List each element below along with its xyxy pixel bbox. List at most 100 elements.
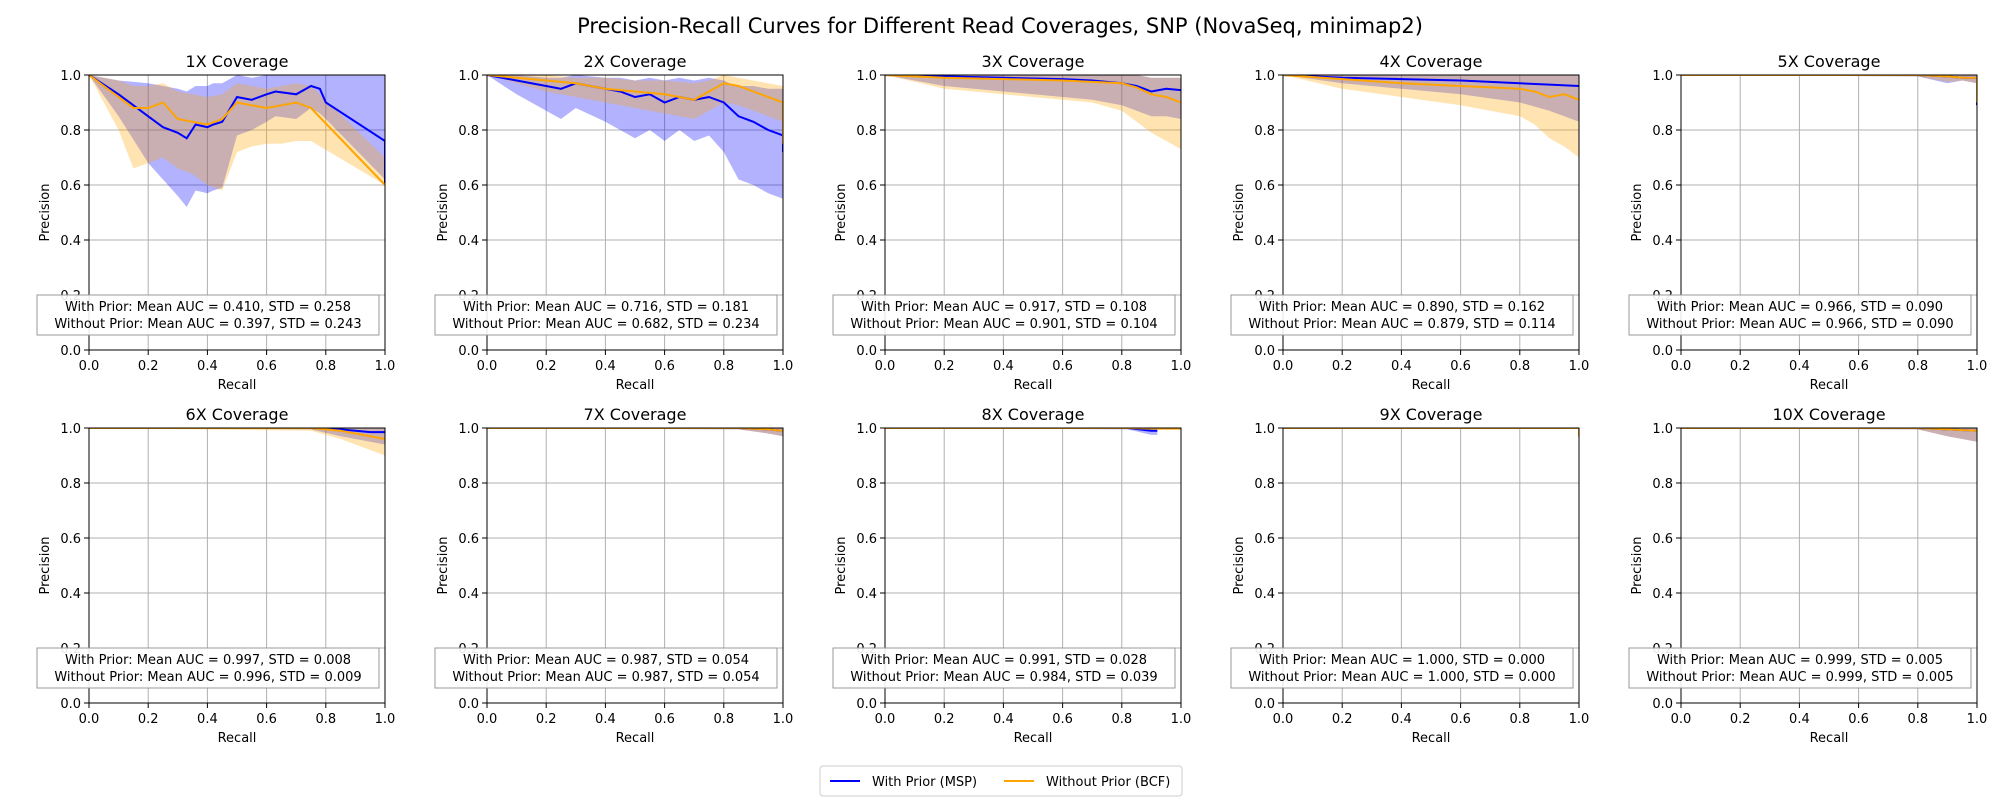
y-tick-label: 1.0 — [856, 422, 877, 437]
y-tick-label: 0.0 — [1652, 344, 1673, 359]
confidence-band-2 — [1681, 428, 1977, 442]
x-tick-label: 0.6 — [256, 359, 277, 374]
subplot-title: 7X Coverage — [584, 405, 687, 424]
y-axis-label: Precision — [1232, 183, 1247, 241]
subplot-6: 0.00.20.40.60.81.00.00.20.40.60.81.06X C… — [36, 405, 396, 746]
y-tick-label: 1.0 — [1652, 69, 1673, 84]
y-axis-label: Precision — [1232, 536, 1247, 594]
x-tick-label: 0.0 — [477, 712, 498, 727]
x-tick-label: 0.2 — [536, 712, 557, 727]
auc-annotation-line: With Prior: Mean AUC = 0.997, STD = 0.00… — [65, 653, 351, 668]
y-tick-label: 0.4 — [856, 234, 877, 249]
x-tick-label: 0.2 — [1332, 359, 1353, 374]
y-tick-label: 0.0 — [856, 344, 877, 359]
x-tick-label: 1.0 — [375, 712, 396, 727]
auc-annotation-line: Without Prior: Mean AUC = 0.999, STD = 0… — [1646, 670, 1953, 685]
auc-annotation-box — [434, 647, 778, 689]
x-tick-label: 0.6 — [1450, 359, 1471, 374]
y-tick-label: 0.6 — [1254, 532, 1275, 547]
series-line-2 — [89, 75, 385, 186]
y-axis-label: Precision — [436, 536, 451, 594]
x-tick-label: 0.8 — [713, 712, 734, 727]
x-tick-label: 0.2 — [138, 712, 159, 727]
axes-frame — [88, 427, 386, 704]
auc-annotation-line: Without Prior: Mean AUC = 0.987, STD = 0… — [452, 670, 759, 685]
x-axis-label: Recall — [218, 731, 257, 746]
auc-annotation-line: Without Prior: Mean AUC = 0.966, STD = 0… — [1646, 317, 1953, 332]
y-tick-label: 0.0 — [1254, 344, 1275, 359]
y-axis-label: Precision — [1630, 183, 1645, 241]
x-tick-label: 0.4 — [1789, 359, 1810, 374]
subplot-title: 2X Coverage — [584, 52, 687, 71]
y-tick-label: 0.4 — [1652, 587, 1673, 602]
x-tick-label: 0.0 — [79, 359, 100, 374]
y-tick-label: 0.6 — [458, 179, 479, 194]
y-tick-label: 1.0 — [1254, 422, 1275, 437]
subplot-title: 5X Coverage — [1778, 52, 1881, 71]
x-tick-label: 0.4 — [197, 359, 218, 374]
y-tick-label: 0.4 — [1254, 587, 1275, 602]
x-axis-label: Recall — [1412, 731, 1451, 746]
confidence-band-1 — [89, 428, 385, 445]
confidence-band-2 — [1283, 75, 1579, 158]
y-tick-label: 0.6 — [1652, 532, 1673, 547]
subplot-title: 9X Coverage — [1380, 405, 1483, 424]
x-axis-label: Recall — [1014, 731, 1053, 746]
auc-annotation-line: With Prior: Mean AUC = 0.716, STD = 0.18… — [463, 300, 749, 315]
y-tick-label: 0.8 — [856, 124, 877, 139]
auc-annotation-line: Without Prior: Mean AUC = 0.879, STD = 0… — [1248, 317, 1555, 332]
subplot-title: 8X Coverage — [982, 405, 1085, 424]
y-tick-label: 0.8 — [60, 477, 81, 492]
x-tick-label: 0.8 — [315, 359, 336, 374]
x-tick-label: 1.0 — [1569, 359, 1590, 374]
y-tick-label: 0.8 — [856, 477, 877, 492]
x-tick-label: 0.8 — [1111, 712, 1132, 727]
x-axis-label: Recall — [1810, 731, 1849, 746]
axes-frame — [884, 427, 1182, 704]
y-tick-label: 1.0 — [1652, 422, 1673, 437]
y-tick-label: 0.6 — [60, 179, 81, 194]
series-line-2 — [1681, 428, 1977, 432]
confidence-band-1 — [1283, 75, 1579, 122]
x-axis-label: Recall — [1412, 378, 1451, 393]
x-tick-label: 0.0 — [875, 712, 896, 727]
x-tick-label: 0.6 — [1052, 359, 1073, 374]
x-tick-label: 1.0 — [773, 359, 794, 374]
series-line-2 — [487, 428, 783, 432]
auc-annotation-box — [1230, 294, 1574, 336]
auc-annotation-line: With Prior: Mean AUC = 0.890, STD = 0.16… — [1259, 300, 1545, 315]
y-tick-label: 0.8 — [60, 124, 81, 139]
y-tick-label: 0.4 — [1652, 234, 1673, 249]
subplot-title: 3X Coverage — [982, 52, 1085, 71]
y-tick-label: 0.8 — [1254, 124, 1275, 139]
x-tick-label: 0.2 — [138, 359, 159, 374]
x-tick-label: 0.6 — [1052, 712, 1073, 727]
x-axis-label: Recall — [218, 378, 257, 393]
series-line-2 — [1283, 75, 1579, 101]
x-tick-label: 0.4 — [197, 712, 218, 727]
series-line-1 — [89, 428, 385, 434]
x-tick-label: 0.2 — [934, 712, 955, 727]
x-tick-label: 0.4 — [993, 712, 1014, 727]
y-tick-label: 0.0 — [60, 344, 81, 359]
series-line-2 — [487, 75, 783, 144]
y-tick-label: 0.0 — [1652, 697, 1673, 712]
y-tick-label: 0.6 — [1652, 179, 1673, 194]
auc-annotation-box — [1628, 647, 1972, 689]
x-tick-label: 0.0 — [1273, 712, 1294, 727]
y-tick-label: 0.4 — [856, 587, 877, 602]
series-line-2 — [89, 428, 385, 440]
auc-annotation-box — [832, 294, 1176, 336]
y-axis-label: Precision — [38, 183, 53, 241]
y-tick-label: 0.8 — [458, 124, 479, 139]
y-tick-label: 0.0 — [856, 697, 877, 712]
x-tick-label: 0.4 — [1391, 712, 1412, 727]
axes-frame — [1680, 74, 1978, 351]
confidence-band-2 — [487, 428, 783, 437]
x-tick-label: 0.4 — [1789, 712, 1810, 727]
confidence-band-2 — [885, 75, 1181, 150]
confidence-band-2 — [89, 428, 385, 456]
subplot-title: 1X Coverage — [186, 52, 289, 71]
x-tick-label: 1.0 — [1569, 712, 1590, 727]
confidence-band-1 — [1681, 75, 1977, 106]
